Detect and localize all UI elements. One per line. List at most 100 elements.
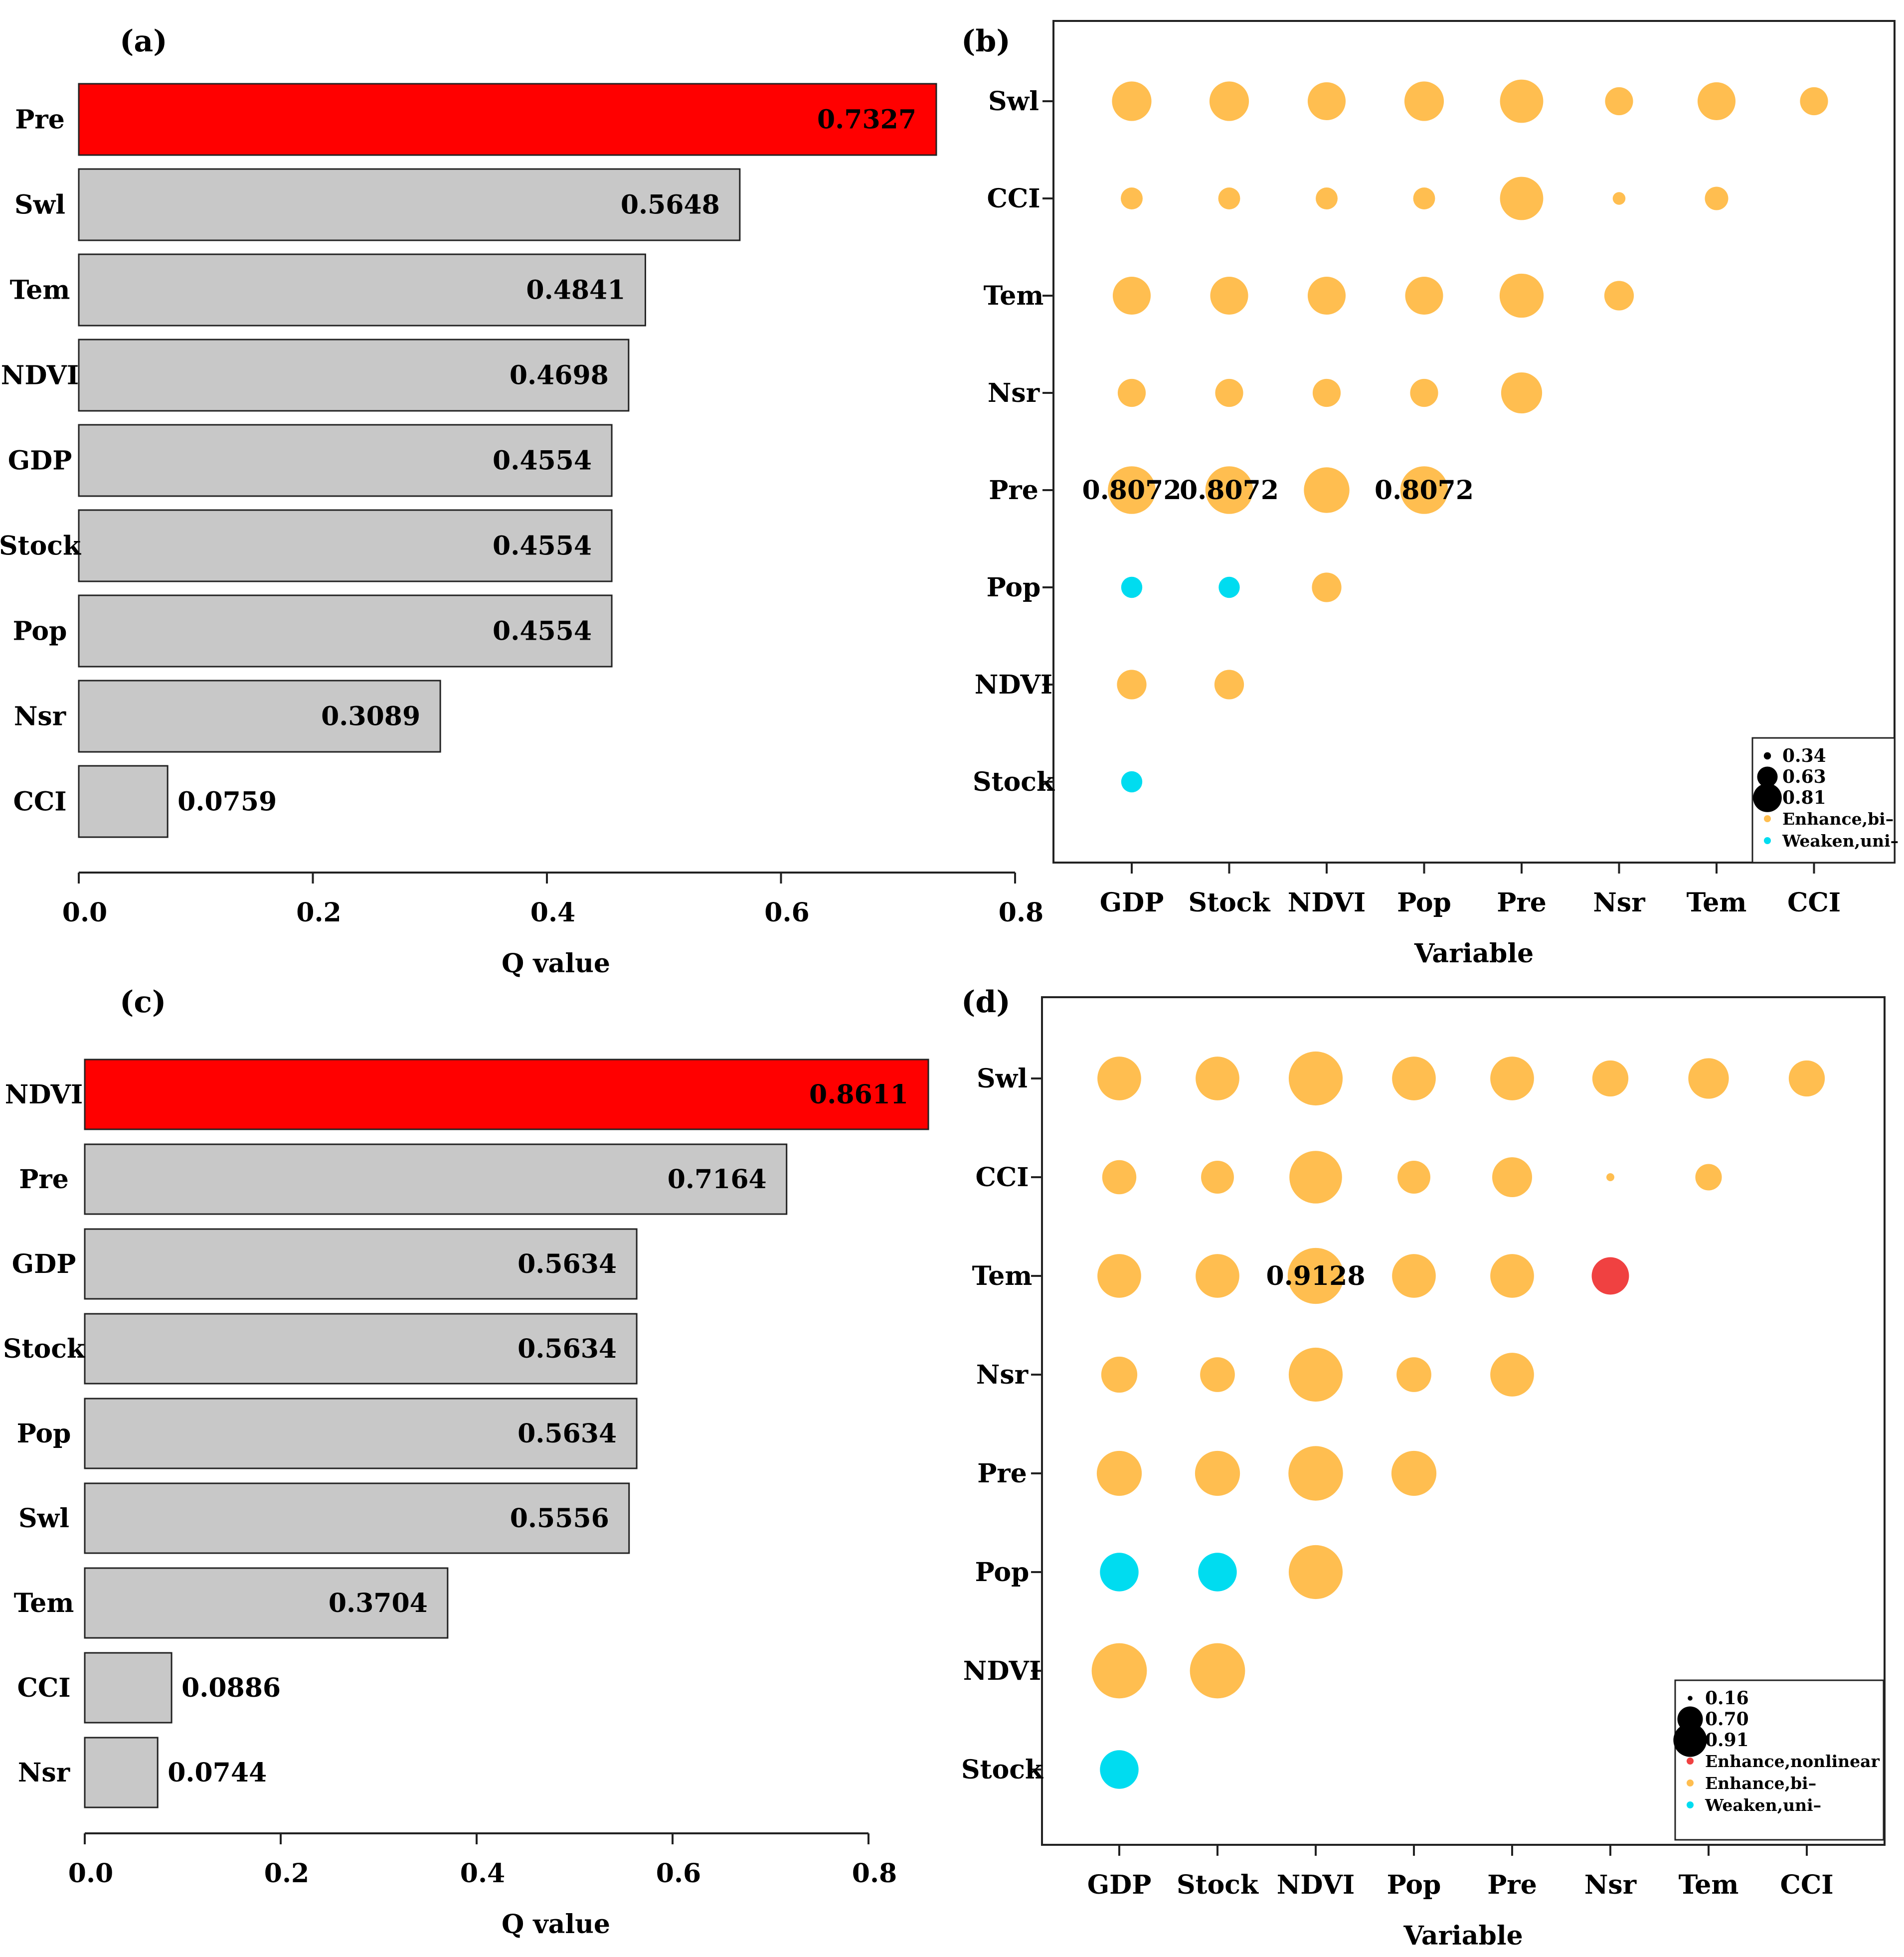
bar-value-label: 0.3704 bbox=[329, 1588, 428, 1618]
x-tick-label: 0.2 bbox=[264, 1858, 309, 1889]
point-nsr-swl bbox=[1605, 87, 1633, 116]
point-stock-nsr bbox=[1200, 1357, 1235, 1392]
point-value-label: 0.8072 bbox=[1375, 475, 1474, 506]
point-gdp-cci bbox=[1121, 187, 1143, 209]
legend-size-marker bbox=[1763, 752, 1771, 760]
panel-b: (b) Swl CCI Tem Nsr Pre Pop NDVI Stock GDP Stock N… bbox=[961, 20, 1899, 969]
bar-value-label: 0.7164 bbox=[668, 1164, 767, 1195]
y-tick-label-nsr: Nsr bbox=[976, 1360, 1029, 1390]
x-axis-title: Q value bbox=[502, 948, 610, 979]
x-tick-label-nsr: Nsr bbox=[1584, 1870, 1637, 1900]
y-tick-label-swl: Swl bbox=[988, 86, 1039, 117]
category-label-swl: Swl bbox=[18, 1503, 69, 1534]
point-cci-swl bbox=[1788, 1060, 1825, 1097]
point-pop-pre bbox=[1391, 1450, 1437, 1496]
category-label-cci: CCI bbox=[13, 787, 66, 817]
point-pre-cci bbox=[1500, 177, 1544, 220]
legend-size-label: 0.16 bbox=[1705, 1688, 1749, 1709]
panel-label-a: (a) bbox=[120, 24, 168, 59]
point-gdp-nsr bbox=[1101, 1356, 1138, 1393]
point-stock-pre bbox=[1205, 466, 1253, 514]
bar-ndvi bbox=[84, 1059, 929, 1130]
bar-tem bbox=[84, 1567, 449, 1639]
bar-value-label: 0.5634 bbox=[518, 1249, 617, 1279]
x-tick-label-gdp: GDP bbox=[1087, 1870, 1152, 1900]
point-pre-tem bbox=[1490, 1254, 1534, 1298]
point-ndvi-tem bbox=[1307, 276, 1346, 315]
bar-value-label: 0.3089 bbox=[321, 702, 420, 732]
category-label-ndvi: NDVI bbox=[5, 1079, 83, 1110]
point-stock-ndvi bbox=[1190, 1643, 1245, 1699]
bar-value-label: 0.4554 bbox=[493, 616, 592, 647]
point-ndvi-cci bbox=[1316, 187, 1338, 209]
legend-type-marker bbox=[1764, 837, 1771, 844]
bar-cci bbox=[84, 1652, 173, 1724]
y-tick-label-stock: Stock bbox=[961, 1755, 1043, 1785]
category-label-nsr: Nsr bbox=[18, 1758, 70, 1788]
bar-value-label: 0.4841 bbox=[526, 275, 625, 306]
legend-size-marker bbox=[1757, 766, 1778, 787]
point-pre-swl bbox=[1500, 79, 1544, 123]
panel-d: (d) Swl CCI Tem Nsr Pre Pop NDVI Stock GDP Stock N… bbox=[961, 985, 1886, 1951]
x-tick-label: 0.6 bbox=[656, 1858, 701, 1889]
bar-value-label: 0.7327 bbox=[817, 105, 916, 135]
legend-type-label: Enhance,bi– bbox=[1705, 1774, 1816, 1793]
x-tick-label: 0.2 bbox=[296, 897, 341, 928]
plot-frame bbox=[1052, 20, 1896, 864]
point-pop-tem bbox=[1392, 1254, 1436, 1298]
point-pop-nsr bbox=[1410, 378, 1438, 407]
legend-type-label: Weaken,uni– bbox=[1782, 831, 1899, 851]
bar-pop bbox=[78, 594, 613, 668]
point-pre-tem bbox=[1499, 273, 1544, 318]
point-nsr-swl bbox=[1592, 1060, 1629, 1097]
point-ndvi-nsr bbox=[1288, 1347, 1343, 1402]
category-label-tem: Tem bbox=[10, 275, 70, 306]
point-gdp-tem bbox=[1097, 1254, 1141, 1298]
plot-frame bbox=[1041, 996, 1886, 1846]
bar-stock bbox=[78, 509, 613, 582]
point-value-label: 0.8072 bbox=[1082, 475, 1181, 506]
point-ndvi-pop bbox=[1288, 1545, 1343, 1600]
y-tick-label-pop: Pop bbox=[987, 572, 1041, 603]
category-label-stock: Stock bbox=[3, 1334, 85, 1364]
y-tick-label-tem: Tem bbox=[984, 281, 1044, 311]
x-tick-label: 0.6 bbox=[764, 897, 809, 928]
point-stock-nsr bbox=[1215, 378, 1243, 407]
y-tick-label-pop: Pop bbox=[975, 1557, 1030, 1588]
legend-type-marker bbox=[1687, 1801, 1694, 1808]
panel-label-c: (c) bbox=[120, 985, 166, 1020]
x-tick-label-pre: Pre bbox=[1497, 888, 1547, 918]
point-ndvi-swl bbox=[1288, 1051, 1343, 1106]
x-tick-label-ndvi: NDVI bbox=[1277, 1870, 1355, 1900]
bar-value-label: 0.5556 bbox=[510, 1503, 609, 1534]
bar-value-label: 0.0744 bbox=[168, 1758, 267, 1788]
bar-ndvi bbox=[78, 339, 630, 412]
x-tick-label-nsr: Nsr bbox=[1593, 888, 1645, 918]
x-tick-label: 0.8 bbox=[852, 1858, 897, 1889]
x-tick-label: 0.0 bbox=[62, 897, 107, 928]
panel-c: (c) NDVI 0.8611 Pre 0.7164 GDP 0.5634 Stock 0.5… bbox=[3, 985, 929, 1940]
bar-value-label: 0.0759 bbox=[177, 787, 277, 817]
point-gdp-stock bbox=[1100, 1750, 1139, 1789]
point-gdp-pre bbox=[1096, 1450, 1142, 1496]
legend-size-label: 0.91 bbox=[1705, 1730, 1749, 1751]
point-gdp-pop bbox=[1100, 1553, 1139, 1592]
category-label-pop: Pop bbox=[17, 1419, 71, 1449]
y-tick-label-cci: CCI bbox=[975, 1162, 1029, 1193]
point-stock-tem bbox=[1210, 276, 1248, 315]
x-tick-label: 0.4 bbox=[460, 1858, 505, 1889]
bar-swl bbox=[78, 168, 741, 241]
bar-swl bbox=[84, 1482, 630, 1554]
legend-type-marker bbox=[1687, 1779, 1694, 1786]
bar-value-label: 0.5634 bbox=[518, 1419, 617, 1449]
point-tem-swl bbox=[1697, 82, 1736, 121]
point-gdp-nsr bbox=[1117, 378, 1146, 407]
point-tem-cci bbox=[1705, 186, 1729, 210]
x-tick-label-cci: CCI bbox=[1780, 1870, 1833, 1900]
point-nsr-tem bbox=[1604, 281, 1634, 311]
bar-stock bbox=[84, 1313, 638, 1385]
point-stock-pre bbox=[1195, 1450, 1240, 1496]
category-label-gdp: GDP bbox=[8, 446, 72, 476]
point-pop-cci bbox=[1397, 1161, 1430, 1194]
